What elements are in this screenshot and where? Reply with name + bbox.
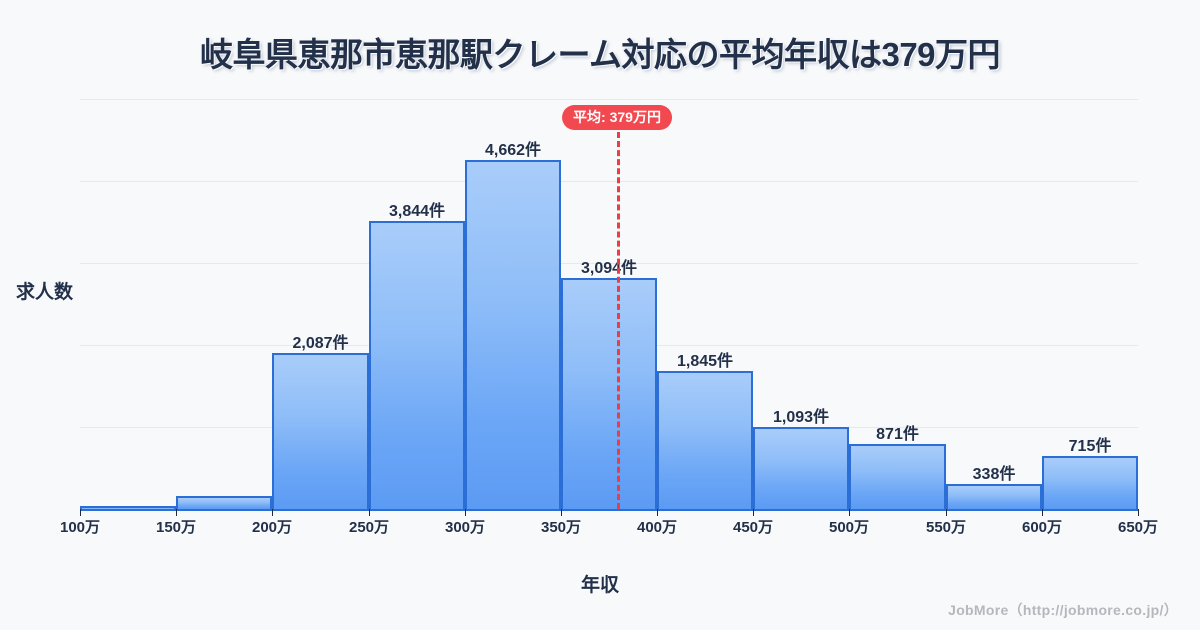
x-axis-tick <box>849 509 850 516</box>
plot-area <box>80 99 1138 509</box>
bar[interactable] <box>753 427 849 509</box>
average-salary-line <box>617 132 620 509</box>
x-axis-tick <box>369 509 370 516</box>
bar[interactable] <box>849 444 946 509</box>
bar-value-label: 4,662件 <box>484 142 542 159</box>
x-axis-tick-label: 300万 <box>444 519 486 536</box>
gridline <box>80 263 1138 264</box>
x-axis-tick-label: 150万 <box>155 519 197 536</box>
bar[interactable] <box>657 371 753 509</box>
bar-value-label: 715件 <box>1068 438 1112 455</box>
x-axis-tick-label: 450万 <box>732 519 774 536</box>
bar-value-label: 3,094件 <box>580 260 638 277</box>
x-axis-tick <box>272 509 273 516</box>
x-axis-tick <box>946 509 947 516</box>
gridline <box>80 99 1138 100</box>
x-axis-tick-label: 500万 <box>828 519 870 536</box>
average-salary-badge: 平均: 379万円 <box>562 105 672 131</box>
bar[interactable] <box>561 278 657 509</box>
x-axis-tick <box>80 509 81 516</box>
bar[interactable] <box>272 353 369 509</box>
x-axis-tick <box>1042 509 1043 516</box>
bar-value-label: 2,087件 <box>292 335 349 352</box>
x-axis-tick <box>465 509 466 516</box>
bar-value-label: 871件 <box>876 426 919 443</box>
x-axis-tick-label: 550万 <box>925 519 967 536</box>
x-axis-tick-label: 600万 <box>1021 519 1063 536</box>
x-axis-tick-label: 350万 <box>540 519 582 536</box>
bar[interactable] <box>946 484 1042 509</box>
bar-value-label: 3,844件 <box>388 203 446 220</box>
footer-credit: JobMore（http://jobmore.co.jp/） <box>948 602 1178 618</box>
bar-value-label: 1,093件 <box>772 409 830 426</box>
x-axis-tick <box>561 509 562 516</box>
page-title: 岐阜県恵那市恵那駅クレーム対応の平均年収は379万円 <box>199 36 1001 73</box>
x-axis-title: 年収 <box>580 575 619 596</box>
bar[interactable] <box>465 160 561 509</box>
gridline <box>80 181 1138 182</box>
x-axis-tick-label: 650万 <box>1117 519 1159 536</box>
x-axis-tick-label: 100万 <box>59 519 101 536</box>
x-axis-tick <box>753 509 754 516</box>
x-axis-tick-label: 400万 <box>636 519 678 536</box>
bar-value-label: 338件 <box>972 466 1016 483</box>
x-axis-line <box>80 509 1138 511</box>
bar[interactable] <box>369 221 465 509</box>
x-axis-tick <box>657 509 658 516</box>
x-axis-tick <box>1138 509 1139 516</box>
x-axis-tick <box>176 509 177 516</box>
bar[interactable] <box>1042 456 1138 509</box>
bar[interactable] <box>80 506 176 509</box>
x-axis-tick-label: 250万 <box>348 519 390 536</box>
y-axis-title: 求人数 <box>16 282 74 303</box>
bar[interactable] <box>176 496 272 509</box>
bar-value-label: 1,845件 <box>676 353 734 370</box>
x-axis-tick-label: 200万 <box>251 519 293 536</box>
